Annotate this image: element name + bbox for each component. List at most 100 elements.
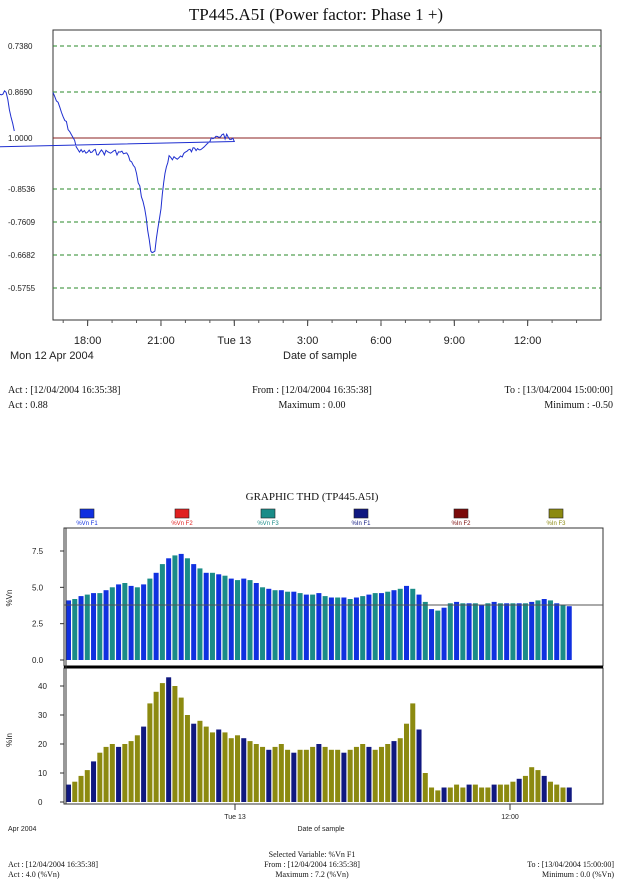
vn-y-axis-ticks: 7.5 5.0 2.5 0.0 (32, 547, 64, 665)
y-tick-label: 0.8690 (8, 88, 33, 97)
in-bar (97, 752, 103, 802)
in-tick-label: 0 (38, 798, 43, 807)
vn-bar (560, 604, 566, 660)
vn-bar (291, 591, 297, 660)
in-bar (416, 729, 422, 802)
in-bar (378, 746, 384, 802)
in-bar (147, 703, 153, 802)
top-act-value: Act : 0.88 (8, 400, 48, 411)
vn-bar (479, 604, 485, 660)
in-bar (372, 749, 378, 802)
y-tick-label: -0.5755 (8, 284, 36, 293)
bottom-act-value: Act : 4.0 (%Vn) (8, 870, 60, 879)
in-bar (285, 749, 291, 802)
vn-bar (147, 578, 153, 660)
bottom-from: From : [12/04/2004 16:35:38] (264, 860, 360, 869)
vn-bar (178, 553, 184, 660)
vn-bar (203, 572, 209, 660)
in-bar (491, 784, 497, 802)
vn-tick-label: 5.0 (32, 583, 44, 592)
vn-bar (541, 599, 547, 660)
vn-bar (378, 593, 384, 660)
in-bar (122, 744, 128, 802)
y-tick-label: -0.7609 (8, 218, 36, 227)
vn-bar (316, 593, 322, 660)
vn-bar (554, 603, 560, 660)
top-plot-area (52, 29, 602, 321)
in-bar (410, 703, 416, 802)
legend-item: %In F2 (451, 508, 471, 527)
vn-bar (197, 568, 203, 660)
legend-label: %Vn F2 (171, 521, 193, 527)
in-tick-label: 10 (38, 769, 47, 778)
legend-label: %Vn F1 (76, 521, 98, 527)
vn-bar (84, 594, 90, 660)
vn-tick-label: 0.0 (32, 656, 44, 665)
vn-bar (166, 558, 172, 660)
vn-bar (134, 587, 140, 660)
in-bar (347, 749, 353, 802)
bottom-minimum: Minimum : 0.0 (%Vn) (542, 870, 614, 879)
y-tick-label: -0.6682 (8, 251, 36, 260)
vn-bar (72, 599, 78, 660)
in-bar (84, 770, 90, 802)
vn-bar (385, 591, 391, 660)
legend-item: %In F1 (351, 508, 371, 527)
vn-bar (485, 603, 491, 660)
vn-bar (547, 600, 553, 660)
in-bar (184, 715, 190, 802)
in-bar (134, 735, 140, 802)
in-bar (241, 738, 247, 802)
in-bar (197, 720, 203, 802)
x-tick-label: 9:00 (444, 335, 465, 347)
x-tick-label: 3:00 (297, 335, 318, 347)
vn-bar (372, 593, 378, 660)
in-bar (360, 744, 366, 802)
bottom-x-tick-label: Tue 13 (224, 814, 246, 821)
legend-item: %In F3 (546, 508, 566, 527)
vn-bar (109, 587, 115, 660)
vn-bar (103, 590, 109, 660)
vn-bar (184, 558, 190, 660)
vn-bar (429, 609, 435, 660)
vn-bar (153, 572, 159, 660)
legend-label: %In F2 (451, 521, 471, 527)
vn-bar (497, 603, 503, 660)
legend-swatch (548, 508, 564, 519)
in-bar (454, 784, 460, 802)
legend-swatch (353, 508, 369, 519)
vn-bar (328, 597, 334, 660)
vn-bar (97, 593, 103, 660)
in-bar (422, 773, 428, 802)
top-y-axis-ticks: 0.7380 0.8690 1.0000 -0.8536 -0.7609 -0.6682 -… (8, 42, 36, 293)
in-bar (266, 749, 272, 802)
in-bar (385, 744, 391, 802)
in-tick-label: 40 (38, 682, 47, 691)
in-bar (510, 781, 516, 802)
in-bar (535, 770, 541, 802)
in-bar (172, 686, 178, 802)
vn-bar (253, 583, 259, 660)
top-minimum: Minimum : -0.50 (544, 400, 613, 411)
vn-bar (128, 585, 134, 660)
vn-bar (335, 597, 341, 660)
bottom-x-axis-ticks: Tue 13 12:00 (224, 804, 519, 821)
top-to: To : [13/04/2004 15:00:00] (505, 385, 613, 396)
in-bar (429, 787, 435, 802)
vn-bar (303, 594, 309, 660)
vn-bar (260, 587, 266, 660)
in-bar (159, 683, 165, 802)
vn-bar (235, 580, 241, 660)
top-gridlines (53, 45, 601, 289)
vn-bar (159, 564, 165, 660)
legend-label: %In F3 (546, 521, 566, 527)
in-bar (166, 677, 172, 802)
x-tick-label: 21:00 (147, 335, 175, 347)
selected-variable: Selected Variable: %Vn F1 (269, 850, 356, 859)
vn-bar (516, 603, 522, 660)
bottom-x-tick-label: 12:00 (501, 814, 519, 821)
x-tick-label: 12:00 (514, 335, 542, 347)
vn-bar (529, 601, 535, 660)
vn-bar (460, 603, 466, 660)
